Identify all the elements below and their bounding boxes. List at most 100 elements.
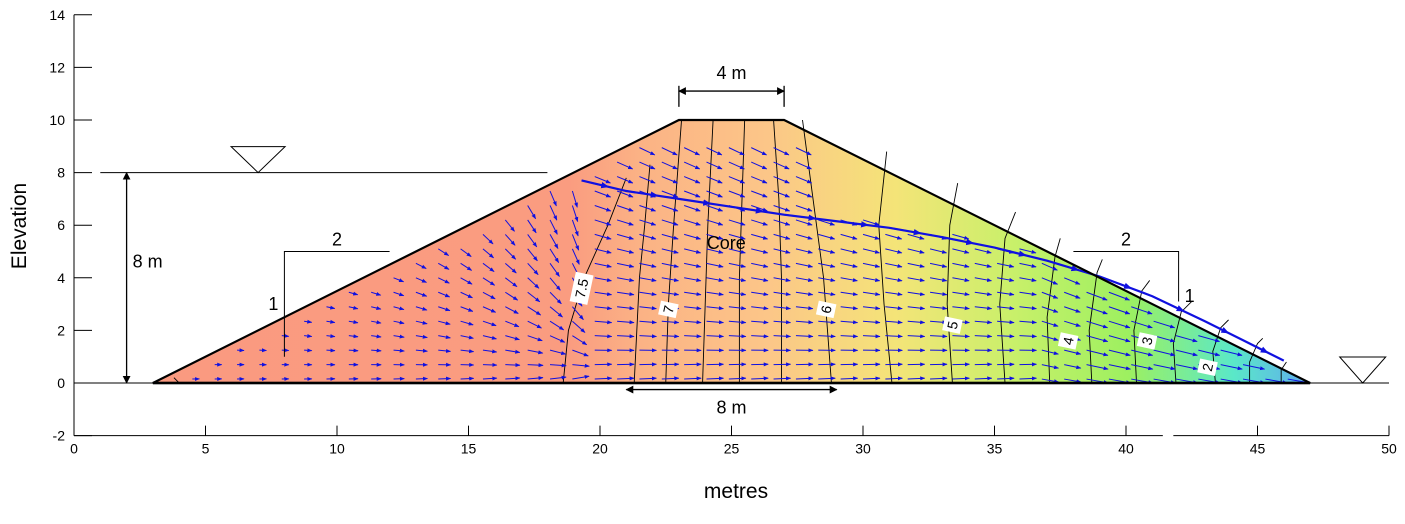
flow-vector [1175,335,1198,343]
flow-vector [751,190,768,198]
flow-vector [952,376,970,381]
flow-vector [415,262,427,269]
flow-vector [661,291,680,297]
flow-vector [751,376,769,381]
flow-vector [862,306,881,311]
flow-vector [862,248,880,254]
flow-vector [952,291,970,297]
flow-vector [661,161,678,170]
flow-vector [594,248,612,254]
contour-label-bg [815,300,837,319]
flow-vector [907,248,925,254]
flow-vector [371,334,382,339]
flow-vector [840,291,858,297]
flow-vector [616,190,634,198]
flow-vector [795,334,814,339]
flow-vector [751,291,769,297]
flow-vector [773,205,791,212]
flow-vector [1198,335,1221,343]
flow-vector [438,348,452,353]
water-depth-dimension: 8 m [122,171,163,384]
flow-vector [997,376,1015,381]
core-label: Core [707,233,746,253]
flow-vector [862,291,881,297]
flow-vector [907,306,926,311]
flow-vector [438,306,451,312]
flow-vector [907,291,926,297]
flow-vector [549,306,563,318]
flow-vector [393,348,405,353]
flow-vector [795,248,813,254]
flow-vector [571,234,580,251]
flow-vector [661,334,680,339]
contour-line [802,119,832,384]
flow-vector [1064,349,1082,356]
x-tick-label: 45 [1250,441,1266,457]
flow-vector [527,349,544,355]
flow-vector [706,306,724,311]
flow-vector [684,248,702,254]
flow-vector [527,219,537,234]
flow-vector [617,334,635,339]
flow-vector [438,262,450,270]
contour-line [773,119,782,383]
flow-vector [795,291,814,297]
flow-vector [460,248,472,257]
flow-vector [795,233,813,240]
flow-vector [1086,335,1109,343]
flow-vector [482,320,497,327]
flow-vector [1064,291,1081,299]
flow-vector [572,335,588,346]
flow-vector [616,233,634,240]
flow-vector [706,334,724,339]
flow-vector [482,349,498,354]
flow-vector [706,262,724,268]
y-tick-label: 14 [49,7,65,23]
flow-vector [504,219,515,232]
flow-vector [952,248,970,254]
flow-vector [549,234,559,249]
flow-vector [706,233,724,240]
flow-vector [393,291,405,297]
flow-vector [304,319,313,324]
flow-vector [1086,291,1108,301]
x-tick-label: 30 [855,441,871,457]
contour-label: 4 [1057,332,1079,350]
flow-vector [1041,262,1058,271]
flow-vector [930,334,948,339]
flow-vector [505,306,519,314]
flow-vector [1064,364,1082,370]
flow-vector [393,277,405,283]
flow-vector [594,176,611,184]
contour-label-text: 7.5 [572,277,592,300]
flow-vector [639,176,656,184]
flow-vector [639,277,657,282]
flow-vector [1153,349,1176,357]
flow-vector [616,176,634,184]
flow-vector [907,262,925,268]
flow-vector [415,376,428,381]
flow-vector [393,320,405,325]
flow-vector [571,190,578,208]
x-tick-label: 5 [202,441,210,457]
flow-vector [617,277,635,282]
flow-vector [482,306,497,313]
flow-vector [549,291,562,305]
flow-vector [527,363,544,368]
base-width-dimension: 8 m [625,385,838,418]
flow-vector [661,248,679,254]
flow-vector [728,233,746,240]
x-tick-label: 0 [70,441,78,457]
flow-vector [639,147,656,156]
contour-label-text: 4 [1060,335,1077,346]
flow-vector [818,262,836,268]
flow-vector [1041,306,1059,313]
contour-line [665,119,682,384]
flow-vector [795,161,812,170]
flow-vector [885,291,903,297]
flow-vector [639,219,657,226]
flow-vector [616,219,634,226]
flow-vector [348,305,359,310]
flow-vector [818,291,836,297]
